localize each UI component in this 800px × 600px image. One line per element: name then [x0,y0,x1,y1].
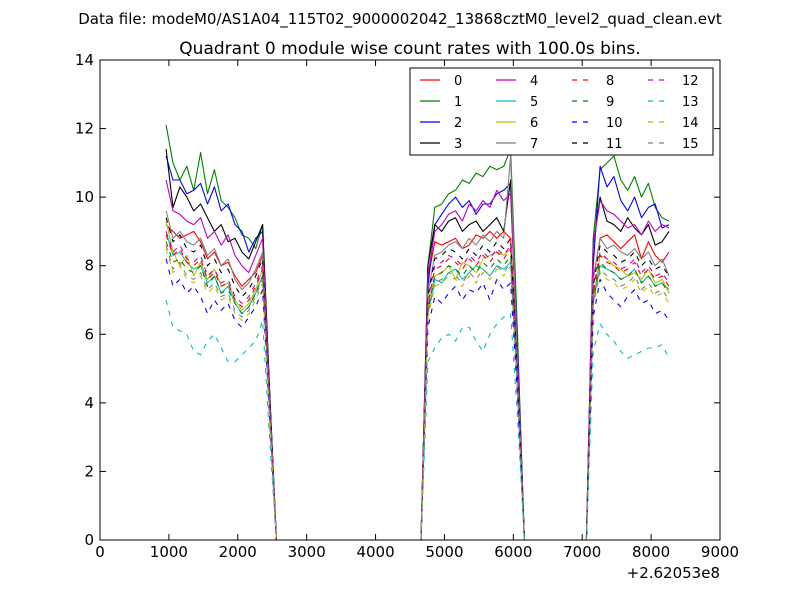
series-line-15 [165,244,670,541]
series-line-10 [165,258,670,541]
y-tick-label: 6 [84,325,94,343]
legend-label-1: 1 [454,95,462,110]
x-tick-label: 5000 [425,543,463,561]
legend-label-2: 2 [454,116,462,131]
x-tick-label: 0 [95,543,105,561]
figure-suptitle: Data file: modeM0/AS1A04_115T02_90000020… [78,10,722,29]
chart-title: Quadrant 0 module wise count rates with … [179,39,640,59]
x-tick-label: 8000 [632,543,670,561]
y-tick-label: 10 [75,188,94,206]
series-line-8 [165,234,670,541]
legend-label-5: 5 [530,95,538,110]
legend-box [409,67,714,156]
x-tick-label: 4000 [356,543,394,561]
y-tick-label: 2 [84,462,94,480]
y-tick-label: 4 [84,394,94,412]
y-tick-label: 14 [75,51,94,69]
legend-label-9: 9 [606,95,614,110]
legend-label-13: 13 [682,95,699,110]
series-line-14 [165,248,670,541]
plot-frame [99,59,721,541]
y-tick-label: 0 [84,531,94,549]
series-line-13 [165,299,670,541]
series-line-9 [165,241,670,541]
legend-label-11: 11 [606,137,623,152]
x-tick-label: 7000 [563,543,601,561]
legend-label-3: 3 [454,137,462,152]
x-tick-label: 3000 [288,543,326,561]
legend-label-14: 14 [682,116,699,131]
legend-label-10: 10 [606,116,623,131]
y-tick-label: 12 [75,120,94,138]
axis-ticks: 0 1000 2000 3000 4000 5000 6000 7000 8000 9000 0 2 4… [75,51,739,561]
x-tick-label: 1000 [150,543,188,561]
series-line-12 [165,231,670,541]
legend-label-7: 7 [530,137,538,152]
series-line-7 [165,155,670,541]
series-line-2 [165,155,670,541]
series-line-11 [165,217,670,541]
x-axis-offset-label: +2.62053e8 [627,564,720,582]
legend-label-8: 8 [606,74,614,89]
legend-label-15: 15 [682,137,699,152]
legend-label-0: 0 [454,74,462,89]
series-line-1 [165,125,670,541]
series-line-3 [165,149,670,541]
legend-label-4: 4 [530,74,538,89]
legend-label-6: 6 [530,116,538,131]
y-tick-label: 8 [84,257,94,275]
x-tick-label: 9000 [701,543,739,561]
legend-label-12: 12 [682,74,699,89]
series-layer [165,125,670,541]
series-line-4 [165,179,670,541]
x-tick-label: 2000 [219,543,257,561]
x-tick-label: 6000 [494,543,532,561]
